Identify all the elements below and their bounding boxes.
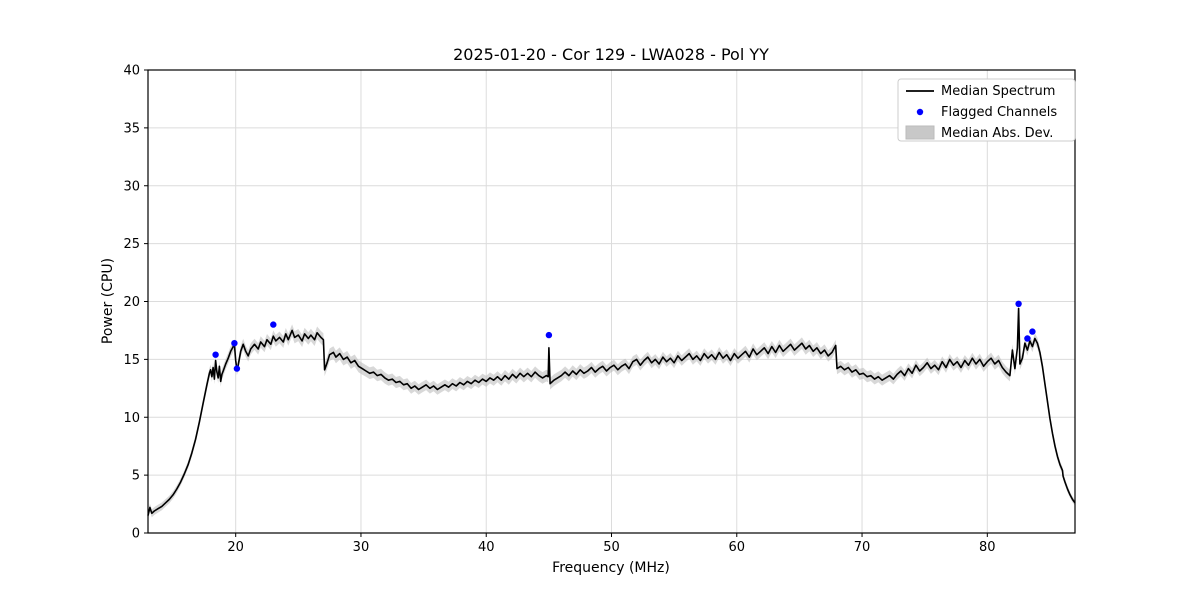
y-axis-label: Power (CPU) <box>100 258 116 344</box>
grid-lines <box>148 69 1075 534</box>
flagged-channel-dot <box>231 340 238 347</box>
flagged-channel-dot <box>270 321 277 328</box>
y-tick-label: 0 <box>132 527 140 542</box>
flagged-channel-dot <box>233 365 241 372</box>
legend-patch-sample <box>905 125 935 140</box>
flagged-channel-dot <box>1015 300 1022 307</box>
x-tick-label: 30 <box>353 540 370 555</box>
legend-label-median-spectrum: Median Spectrum <box>941 84 1055 99</box>
x-tick-label: 80 <box>979 540 996 555</box>
y-tick-label: 10 <box>123 411 140 426</box>
y-tick-label: 5 <box>132 469 140 484</box>
x-tick-label: 40 <box>478 540 495 555</box>
flagged-channel-markers <box>212 300 1036 372</box>
median-spectrum-line <box>147 307 1076 516</box>
x-tick-label: 60 <box>728 540 745 555</box>
flagged-channel-dot <box>1024 335 1031 342</box>
flagged-channel-dot <box>212 351 219 358</box>
legend-box <box>897 78 1076 142</box>
legend-label-flagged-channels: Flagged Channels <box>941 105 1057 120</box>
axis-ticks: 20 30 40 50 60 70 80 0 5 10 15 20 25 30 35 40 <box>123 64 995 556</box>
y-tick-label: 30 <box>123 179 140 194</box>
x-axis-label: Frequency (MHz) <box>552 560 670 576</box>
y-tick-label: 15 <box>123 353 140 368</box>
x-tick-label: 50 <box>603 540 620 555</box>
legend-label-median-abs-dev: Median Abs. Dev. <box>941 126 1053 141</box>
flagged-channel-dot <box>545 331 553 339</box>
flagged-channel-dot <box>1029 328 1036 335</box>
legend: Median Spectrum Flagged Channels Median … <box>897 78 1076 142</box>
chart-title: 2025-01-20 - Cor 129 - LWA028 - Pol YY <box>453 45 769 64</box>
x-tick-label: 70 <box>854 540 871 555</box>
y-tick-label: 20 <box>123 295 140 310</box>
x-tick-label: 20 <box>227 540 244 555</box>
legend-marker-sample <box>916 108 924 116</box>
y-tick-label: 25 <box>123 237 140 252</box>
y-tick-label: 40 <box>123 64 140 79</box>
y-tick-label: 35 <box>123 121 140 136</box>
